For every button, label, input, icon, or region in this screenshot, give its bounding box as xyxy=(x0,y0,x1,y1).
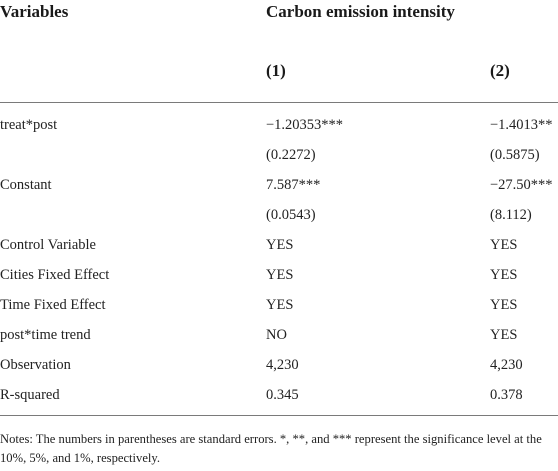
footer-rule xyxy=(0,415,558,416)
row-value-col2: YES xyxy=(490,267,518,283)
row-label: post*time trend xyxy=(0,327,91,343)
row-value-col2: −1.4013** xyxy=(490,117,553,133)
row-value-col2: (8.112) xyxy=(490,207,532,223)
table-notes: Notes: The numbers in parentheses are st… xyxy=(0,432,542,465)
row-value-col1: YES xyxy=(266,237,294,253)
row-value-col1: YES xyxy=(266,297,294,313)
row-value-col2: 4,230 xyxy=(490,357,523,373)
column-2-header: (2) xyxy=(490,61,510,80)
row-label: Control Variable xyxy=(0,237,96,253)
variables-header: Variables xyxy=(0,2,69,21)
row-value-col1: (0.2272) xyxy=(266,147,316,163)
row-label: treat*post xyxy=(0,117,58,133)
row-value-col2: (0.5875) xyxy=(490,147,540,163)
row-value-col2: −27.50*** xyxy=(490,177,553,193)
row-value-col2: 0.378 xyxy=(490,387,523,403)
dependent-variable-header: Carbon emission intensity xyxy=(266,2,455,21)
row-label: Observation xyxy=(0,357,71,373)
row-label: R-squared xyxy=(0,387,60,403)
row-value-col2: YES xyxy=(490,237,518,253)
row-value-col1: NO xyxy=(266,327,287,343)
row-value-col2: YES xyxy=(490,327,518,343)
row-value-col1: −1.20353*** xyxy=(266,117,344,133)
column-1-header: (1) xyxy=(266,61,286,80)
row-value-col1: 0.345 xyxy=(266,387,299,403)
row-value-col1: 4,230 xyxy=(266,357,299,373)
row-value-col1: YES xyxy=(266,267,294,283)
row-value-col2: YES xyxy=(490,297,518,313)
row-value-col1: 7.587*** xyxy=(266,177,321,193)
row-label: Constant xyxy=(0,177,52,193)
row-value-col1: (0.0543) xyxy=(266,207,316,223)
header-rule xyxy=(0,102,558,103)
row-label: Cities Fixed Effect xyxy=(0,267,110,283)
row-label: Time Fixed Effect xyxy=(0,297,106,313)
